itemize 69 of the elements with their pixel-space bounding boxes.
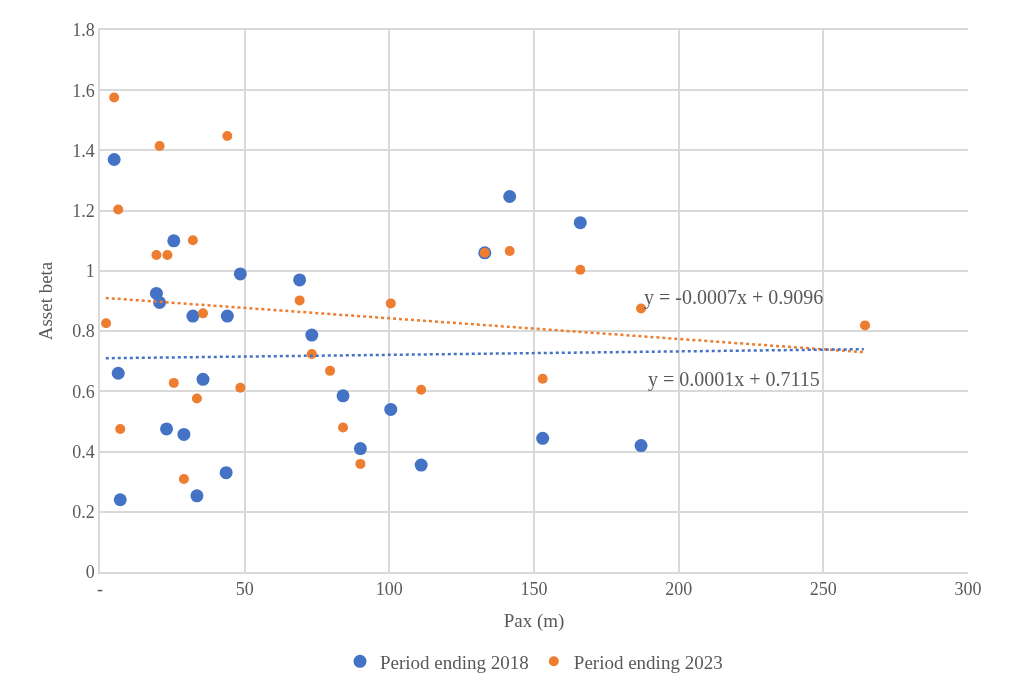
x-tick-label: 50: [235, 579, 254, 600]
x-axis-title: Pax (m): [503, 609, 565, 632]
point: [220, 309, 234, 323]
point: [162, 249, 173, 260]
point: [537, 373, 548, 384]
point: [186, 309, 200, 323]
y-tick-label: 0: [85, 562, 95, 583]
point: [222, 130, 233, 141]
point: [575, 264, 586, 275]
y-axis-title: Asset beta: [34, 261, 56, 341]
point: [187, 235, 198, 246]
point: [191, 393, 202, 404]
point: [101, 318, 112, 329]
point: [219, 466, 233, 480]
y-tick-label: 0.6: [72, 381, 95, 402]
legend-label: Period ending 2018: [380, 651, 529, 673]
point: [167, 234, 181, 248]
y-tick-label: 1: [85, 261, 95, 282]
y-tick-label: 1.6: [72, 80, 95, 101]
point: [111, 366, 125, 380]
point: [178, 473, 189, 484]
y-tick-label: 0.4: [72, 441, 95, 462]
point: [355, 458, 366, 469]
point: [325, 365, 336, 376]
point: [294, 295, 305, 306]
point: [385, 298, 396, 309]
point: [113, 204, 124, 215]
x-tick-label: 250: [809, 579, 837, 600]
x-tick-label: 150: [520, 579, 548, 600]
x-tick-label: 300: [954, 579, 982, 600]
y-tick-label: 1.2: [72, 200, 95, 221]
point: [634, 439, 648, 453]
point: [190, 489, 204, 503]
x-tick-label: 100: [375, 579, 403, 600]
point: [293, 273, 307, 287]
y-tick-label: 1.8: [72, 20, 95, 41]
point: [235, 382, 246, 393]
point: [160, 422, 174, 436]
point: [504, 246, 515, 257]
point: [384, 402, 398, 416]
point: [503, 190, 517, 203]
point: [414, 458, 428, 472]
point: [177, 427, 191, 441]
x-tick-label: 200: [665, 579, 693, 600]
point: [860, 320, 870, 331]
y-tick-label: 1.4: [72, 140, 95, 161]
legend-label: Period ending 2023: [573, 651, 723, 673]
point: [109, 92, 120, 103]
point: [338, 422, 349, 433]
annotation: y = 0.0001x + 0.7115: [648, 368, 820, 391]
point: [107, 152, 121, 166]
point: [233, 267, 247, 281]
point: [151, 249, 162, 260]
point: [305, 328, 319, 342]
point: [154, 140, 165, 151]
point: [196, 372, 210, 386]
point: [536, 431, 550, 445]
y-tick-label: 0.2: [72, 502, 95, 523]
point: [416, 384, 427, 395]
annotation: y = -0.0007x + 0.9096: [644, 286, 824, 309]
x-tick-label: -: [97, 579, 103, 600]
y-tick-label: 0.8: [72, 321, 95, 342]
point: [113, 493, 127, 507]
point: [115, 423, 126, 434]
point: [198, 308, 208, 319]
point: [573, 216, 587, 230]
point: [336, 389, 350, 403]
point: [168, 377, 179, 388]
point: [353, 442, 367, 456]
